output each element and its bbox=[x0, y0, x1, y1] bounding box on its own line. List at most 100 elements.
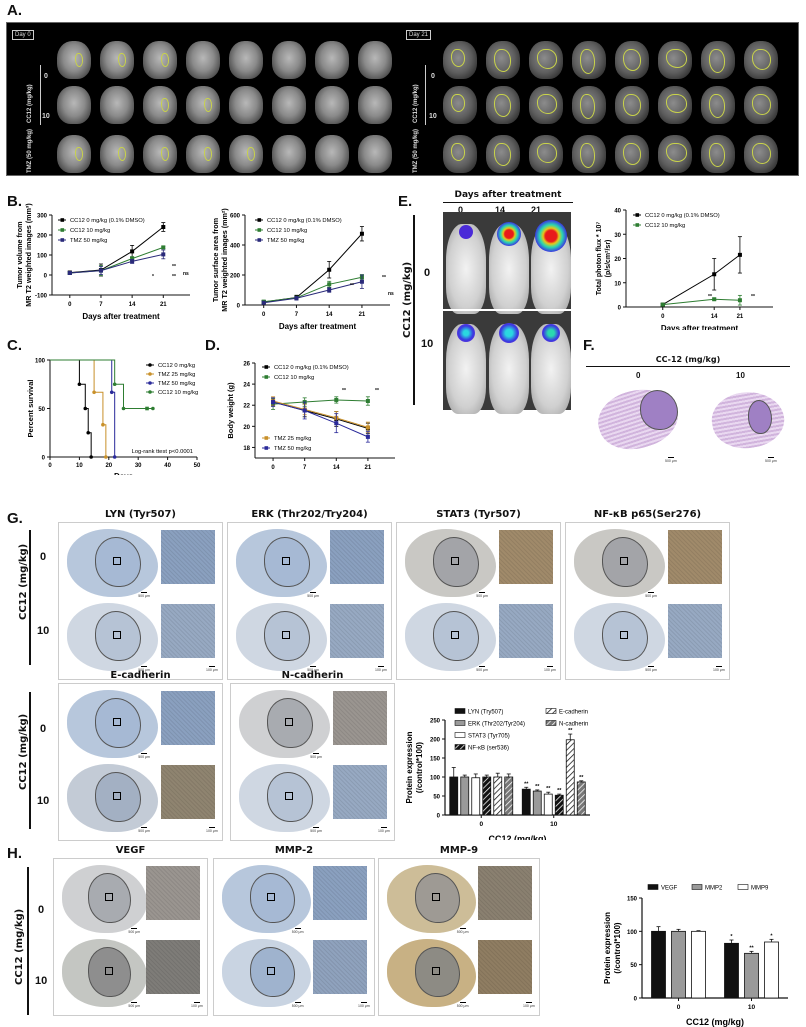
svg-text:**: ** bbox=[350, 283, 354, 289]
svg-text:150: 150 bbox=[627, 897, 638, 903]
svg-text:CC12 0 mg/kg (0.1% DMSO): CC12 0 mg/kg (0.1% DMSO) bbox=[645, 213, 720, 219]
svg-text:21: 21 bbox=[365, 465, 372, 471]
svg-text:CC12 0 mg/kg (0.1% DMSO): CC12 0 mg/kg (0.1% DMSO) bbox=[274, 365, 349, 371]
mri-slice bbox=[529, 135, 563, 173]
mri-slice bbox=[186, 135, 220, 173]
bioluminescence-signal bbox=[535, 220, 567, 252]
svg-text:Tumor surface area fromMR T2 w: Tumor surface area fromMR T2 weighted im… bbox=[211, 208, 229, 312]
tumor-roi bbox=[247, 147, 255, 161]
svg-text:**: ** bbox=[375, 388, 379, 394]
svg-text:10: 10 bbox=[748, 1004, 756, 1011]
svg-text:0: 0 bbox=[677, 1004, 681, 1011]
tumor-outline bbox=[249, 947, 295, 997]
mri-slice bbox=[57, 86, 91, 124]
stain-title: E-cadherin bbox=[110, 670, 171, 681]
tumor-roi bbox=[75, 147, 83, 161]
g-side-label: CC12 (mg/kg) bbox=[18, 543, 29, 620]
panel-label-d: D. bbox=[205, 337, 220, 354]
tumor-outline bbox=[414, 947, 460, 997]
micrograph bbox=[161, 530, 215, 584]
divider bbox=[425, 65, 426, 125]
svg-text:600: 600 bbox=[230, 214, 241, 220]
tumor-roi bbox=[666, 49, 687, 68]
scale-bar: 100 μm bbox=[375, 668, 387, 672]
mri-slice bbox=[57, 135, 91, 173]
tumor-roi bbox=[451, 94, 465, 112]
f-col-label: 10 bbox=[736, 371, 745, 380]
row-label: 0 bbox=[44, 73, 48, 80]
svg-text:CC12 0 mg/kg (0.1% DMSO): CC12 0 mg/kg (0.1% DMSO) bbox=[70, 218, 145, 224]
mri-slice bbox=[529, 41, 563, 79]
tumor-outline bbox=[88, 873, 132, 923]
svg-text:CC12 10 mg/kg: CC12 10 mg/kg bbox=[645, 223, 685, 229]
tumor-roi bbox=[451, 49, 465, 67]
svg-text:100: 100 bbox=[35, 359, 46, 365]
roi-box bbox=[282, 631, 291, 639]
svg-text:**: ** bbox=[524, 781, 529, 787]
divider bbox=[27, 867, 29, 1015]
tumor-roi bbox=[118, 147, 126, 161]
tumor-roi bbox=[623, 49, 641, 71]
micrograph bbox=[668, 604, 722, 658]
svg-text:10: 10 bbox=[550, 821, 558, 828]
tumor-roi bbox=[161, 147, 169, 161]
tmz-label: TMZ (50 mg/kg) bbox=[27, 128, 33, 173]
svg-text:**: ** bbox=[535, 784, 540, 790]
svg-text:Tumor volume fromMR T2 weighte: Tumor volume fromMR T2 weighted images (… bbox=[15, 203, 33, 307]
svg-text:**: ** bbox=[568, 728, 573, 734]
svg-text:0: 0 bbox=[237, 304, 241, 310]
svg-text:20: 20 bbox=[243, 425, 250, 431]
svg-text:0: 0 bbox=[68, 302, 72, 308]
scale-bar: 500 μm bbox=[765, 459, 777, 463]
svg-text:ns: ns bbox=[388, 291, 394, 297]
mri-slice bbox=[358, 135, 392, 173]
tumor-roi bbox=[118, 53, 126, 67]
mri-slice bbox=[615, 86, 649, 124]
e-header: Days after treatment bbox=[454, 190, 562, 200]
micrograph bbox=[330, 530, 384, 584]
panel-label-a: A. bbox=[7, 2, 22, 19]
panel-label-b: B. bbox=[7, 193, 22, 210]
svg-text:TMZ 50 mg/kg: TMZ 50 mg/kg bbox=[158, 381, 195, 387]
svg-text:MMP9: MMP9 bbox=[751, 886, 769, 892]
tumor-roi bbox=[666, 143, 687, 162]
mri-slice bbox=[272, 86, 306, 124]
bioluminescence-images bbox=[443, 212, 571, 414]
svg-text:200: 200 bbox=[230, 274, 241, 280]
micrograph bbox=[499, 604, 553, 658]
stain-title: MMP-9 bbox=[439, 845, 479, 856]
scale-bar: 500 μm bbox=[291, 930, 304, 934]
divider bbox=[40, 65, 41, 125]
svg-text:50: 50 bbox=[433, 795, 440, 801]
micrograph bbox=[668, 530, 722, 584]
micrograph bbox=[313, 866, 367, 920]
scale-bar: 500 μm bbox=[138, 755, 150, 759]
svg-text:0: 0 bbox=[271, 465, 275, 471]
svg-text:**: ** bbox=[546, 786, 551, 792]
tumor-outline bbox=[88, 947, 132, 997]
svg-text:**: ** bbox=[557, 788, 562, 794]
svg-text:TMZ 50 mg/kg: TMZ 50 mg/kg bbox=[267, 238, 304, 244]
tumor-roi bbox=[752, 94, 771, 115]
svg-text:10: 10 bbox=[76, 463, 83, 469]
tumor-roi bbox=[623, 143, 641, 165]
mri-slice bbox=[744, 41, 778, 79]
svg-text:**: ** bbox=[342, 388, 346, 394]
h-side-label: CC12 (mg/kg) bbox=[14, 908, 25, 985]
panel-label-f: F. bbox=[583, 337, 595, 354]
scale-bar: 500 μm bbox=[665, 459, 677, 463]
divider bbox=[443, 309, 571, 311]
tumor-outline bbox=[602, 611, 649, 661]
svg-text:0: 0 bbox=[661, 314, 665, 320]
tumor-roi bbox=[709, 94, 725, 118]
svg-text:24: 24 bbox=[243, 383, 250, 389]
micrograph bbox=[333, 691, 387, 745]
svg-text:CC12 0 mg/kg: CC12 0 mg/kg bbox=[158, 363, 195, 369]
svg-text:21: 21 bbox=[160, 302, 167, 308]
svg-text:CC12 (mg/kg): CC12 (mg/kg) bbox=[686, 1017, 744, 1027]
ihc-panel: 500 μm 500 μm 100 μm bbox=[227, 522, 392, 680]
svg-text:40: 40 bbox=[614, 209, 621, 215]
stain-title: VEGF bbox=[115, 845, 146, 856]
